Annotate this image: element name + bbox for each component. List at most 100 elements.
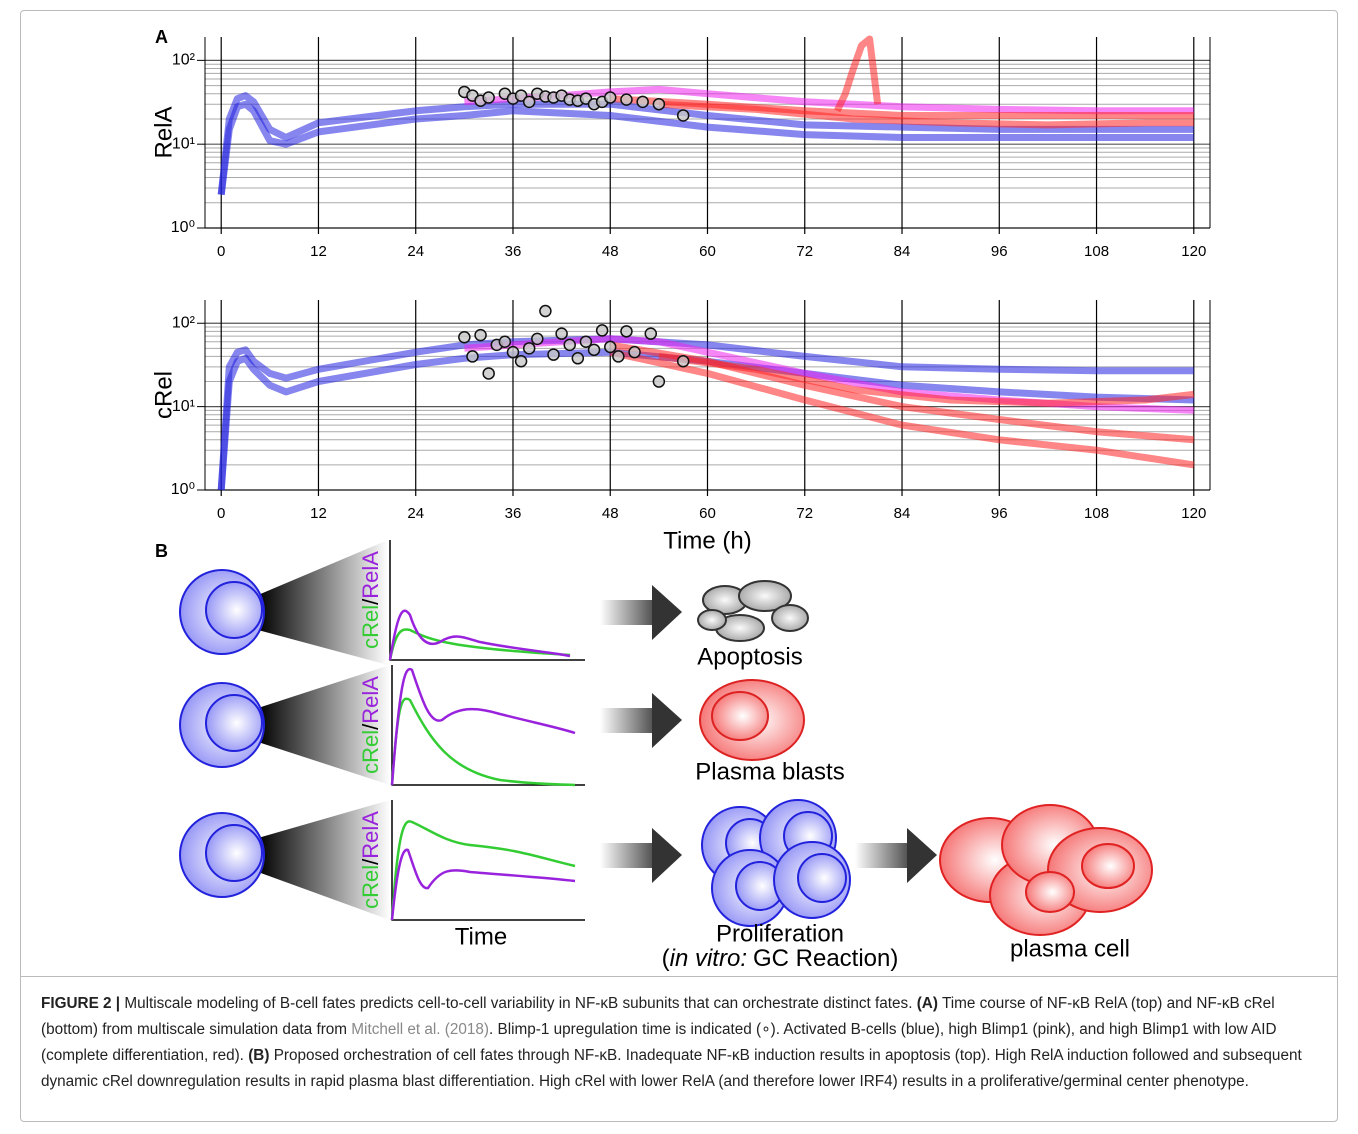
- apoptotic-cell: [697, 580, 809, 642]
- blimp1-marker: [522, 342, 536, 355]
- note-part: GC Reaction): [753, 945, 898, 972]
- blimp1-marker: [652, 97, 666, 111]
- b-cell-nucleus: [205, 694, 263, 752]
- caption-label: FIGURE 2 |: [41, 995, 121, 1012]
- blimp1-marker: [482, 91, 495, 104]
- plasma-blast-nucleus: [711, 691, 769, 741]
- blimp1-marker: [522, 95, 536, 109]
- label-part: RelA: [358, 551, 383, 599]
- label-part: cRel: [358, 865, 383, 909]
- label-part: RelA: [358, 676, 383, 724]
- x-tick-label: 120: [1181, 505, 1206, 522]
- blimp1-marker: [644, 327, 658, 340]
- x-tick-label: 60: [699, 243, 716, 260]
- note-part: (: [662, 945, 670, 972]
- y-tick-label: 10⁰: [171, 219, 195, 236]
- blimp1-marker: [571, 352, 585, 365]
- rela-curve: [390, 667, 576, 786]
- blimp1-marker: [466, 350, 479, 363]
- blimp1-marker: [603, 340, 617, 354]
- x-tick-label: 24: [407, 505, 424, 522]
- y-axis-label: cRel: [150, 371, 177, 419]
- blimp1-marker: [587, 343, 601, 357]
- y-tick-label: 10⁰: [171, 481, 195, 498]
- cone: [258, 800, 390, 920]
- y-axis-label: RelA: [150, 106, 177, 158]
- blimp1-marker: [531, 332, 544, 346]
- label-part: /: [358, 723, 383, 730]
- blimp1-marker: [547, 348, 560, 361]
- mini-axes: [389, 540, 585, 661]
- label-part: /: [358, 858, 383, 865]
- blimp1-marker: [555, 327, 568, 340]
- rela-curve: [390, 848, 576, 921]
- x-tick-label: 72: [796, 505, 813, 522]
- trajectory: [658, 352, 1195, 407]
- label-part: RelA: [358, 811, 383, 859]
- x-tick-label: 36: [505, 243, 522, 260]
- trajectory: [217, 335, 1194, 491]
- blimp1-marker: [506, 345, 520, 359]
- x-tick-label: 108: [1084, 243, 1109, 260]
- x-tick-label: 108: [1084, 505, 1109, 522]
- blimp1-marker: [612, 350, 625, 363]
- mini-y-label: cRel/RelA: [358, 676, 383, 774]
- label-part: cRel: [358, 730, 383, 774]
- caption-text: . Blimp-1 upregulation time is indicated…: [41, 1021, 1277, 1064]
- arrow: [855, 843, 907, 868]
- crel-curve: [390, 820, 576, 921]
- fate-note: (in vitro: GC Reaction): [662, 945, 899, 972]
- arrow: [600, 600, 652, 625]
- blimp1-marker: [636, 95, 649, 109]
- mini-y-label: cRel/RelA: [358, 811, 383, 909]
- mini-axes: [391, 665, 585, 786]
- caption-label: (A): [916, 995, 938, 1012]
- blimp1-marker: [603, 91, 617, 104]
- label-part: cRel: [358, 605, 383, 649]
- arrow-head: [652, 585, 682, 640]
- cone: [258, 540, 388, 665]
- label-part: /: [358, 598, 383, 605]
- x-tick-label: 96: [991, 243, 1008, 260]
- figure-frame: [20, 10, 1338, 1122]
- blimp1-marker: [595, 324, 609, 337]
- blimp1-marker: [482, 367, 495, 380]
- x-tick-label: 84: [894, 505, 911, 522]
- x-tick-label: 60: [699, 505, 716, 522]
- x-tick-label: 0: [217, 505, 225, 522]
- caption-text: Multiscale modeling of B-cell fates pred…: [124, 995, 913, 1012]
- charts: 10⁰ 10¹ 10² 0 12 24 36 48 60 72 84 96 108 120 RelA 10⁰ 1…: [150, 35, 1211, 554]
- blimp1-marker: [458, 330, 471, 344]
- trajectory: [609, 348, 1195, 469]
- caption: FIGURE 2 | Multiscale modeling of B-cell…: [21, 976, 1337, 1095]
- blimp1-marker: [514, 89, 528, 102]
- plasma-cells: [939, 804, 1153, 936]
- blimp1-marker: [563, 338, 576, 352]
- arrow: [600, 843, 652, 868]
- mini-y-label: cRel/RelA: [358, 551, 383, 649]
- blimp1-marker: [620, 93, 633, 106]
- x-tick-label: 84: [894, 243, 911, 260]
- citation-link[interactable]: Mitchell et al. (2018): [351, 1021, 490, 1038]
- blimp1-marker: [676, 355, 690, 368]
- x-tick-label: 48: [602, 243, 619, 260]
- blimp1-marker: [652, 375, 666, 388]
- y-tick-label: 10¹: [172, 398, 195, 415]
- b-cell-nucleus: [205, 824, 263, 882]
- x-tick-label: 12: [310, 243, 327, 260]
- diagram: cRel/RelA Apoptosis cRel/RelA Plasma bla…: [179, 540, 1153, 972]
- blimp1-marker: [474, 328, 487, 342]
- x-axis-label: Time (h): [663, 527, 751, 554]
- y-tick-label: 10²: [172, 52, 196, 69]
- fate-label: Proliferation: [716, 920, 844, 947]
- y-tick-label: 10²: [172, 314, 196, 331]
- crel-curve: [390, 697, 576, 787]
- trajectory: [834, 35, 882, 113]
- trajectory: [658, 100, 1194, 129]
- rela-curve: [388, 609, 571, 661]
- blimp1-marker: [676, 109, 690, 122]
- x-tick-label: 120: [1181, 243, 1206, 260]
- cone: [258, 665, 390, 785]
- y-tick-label: 10¹: [172, 135, 195, 152]
